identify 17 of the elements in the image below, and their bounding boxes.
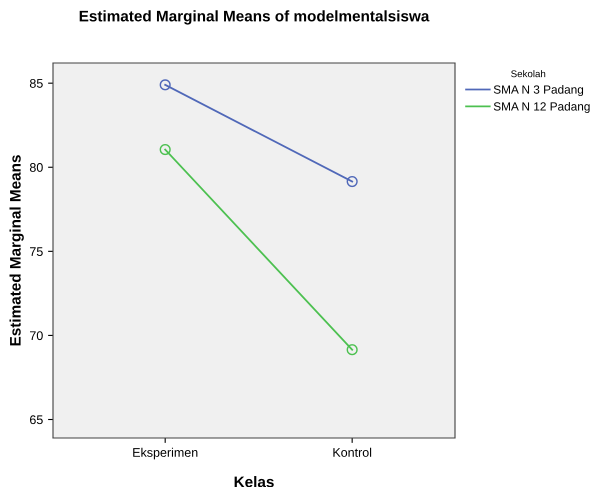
x-tick-label: Eksperimen: [133, 448, 198, 460]
point: [160, 79, 171, 90]
legend-label: SMA N 3 Padang: [494, 85, 584, 96]
y-tick-label: 85: [30, 78, 43, 88]
point: [346, 344, 358, 356]
y-tick-label: 70: [30, 331, 43, 340]
y-tick-label: 80: [30, 163, 43, 172]
chart-title: Estimated Marginal Means of modelmentalsiswa: [80, 10, 430, 25]
point: [160, 144, 171, 156]
legend-label: SMA N 12 Padang: [494, 102, 590, 113]
x-tick-label: Kontrol: [333, 448, 372, 457]
y-tick-label: 65: [30, 415, 43, 424]
y-tick-label: 75: [30, 247, 43, 256]
legend-title: Sekolah: [511, 70, 546, 78]
x-axis-title: Kelas: [234, 476, 274, 487]
point: [346, 176, 358, 188]
y-axis-title: Estimated Marginal Means: [10, 155, 24, 346]
